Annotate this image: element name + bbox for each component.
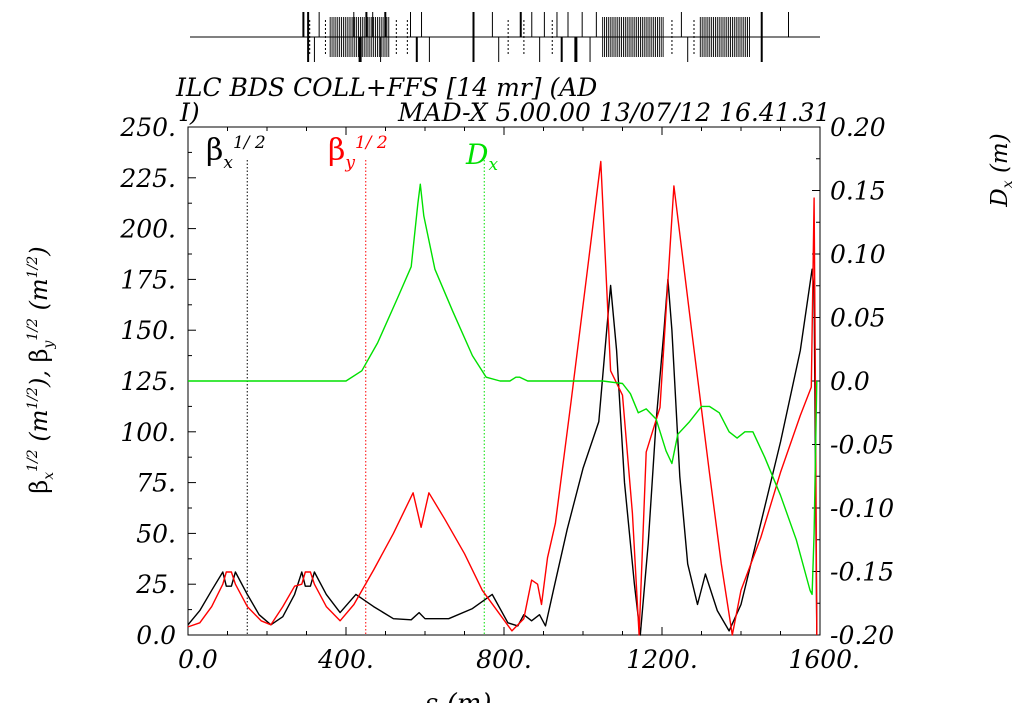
legend-betay-base: β [328, 133, 345, 168]
ylabel-left-u4: ) [25, 246, 53, 256]
ylabel-left-s1: x [41, 472, 57, 480]
y-right-tick-label: 0.10 [830, 240, 886, 269]
y-right-tick-label: -0.20 [830, 621, 894, 650]
legend-markers [246, 160, 485, 635]
ylabel-left-b2: β [25, 349, 53, 363]
ylabel-right-d: D [987, 188, 1013, 207]
y-left-tick-label: 125. [120, 367, 176, 396]
axis-ticks [187, 126, 821, 636]
ylabel-left-p3: 1/2 [25, 318, 41, 341]
y-right-tick-label: 0.0 [830, 367, 870, 396]
ylabel-left-u2: ), [25, 362, 53, 388]
legend-dx-base: D [465, 138, 488, 171]
x-tick-label: 1600. [788, 645, 860, 674]
ylabel-left-s2: y [41, 340, 57, 350]
y-right-tick-label: -0.10 [830, 494, 894, 523]
ylabel-right-s: x [1000, 180, 1015, 188]
y-left-tick-label: 75. [136, 469, 176, 498]
y-right-tick-label: -0.15 [830, 558, 894, 587]
legend-dx-sub: x [488, 155, 498, 175]
x-tick-label: 0.0 [178, 645, 218, 674]
legend-betax-sub: x [223, 153, 233, 173]
y-right-tick-label: 0.20 [830, 113, 886, 142]
ylabel-left-u3: (m [25, 278, 53, 318]
legend-label-betay: βy1/ 2 [328, 133, 388, 173]
y-right-tick-label: 0.15 [830, 177, 886, 206]
ylabel-left-p2: 1/2 [25, 387, 41, 410]
series-line-betay [187, 160, 818, 636]
legend-label-betax: βx1/ 2 [206, 133, 266, 173]
legend-betax-base: β [206, 133, 223, 168]
y-axis-label-left: βx1/2 (m1/2), βy1/2 (m1/2) [25, 246, 57, 493]
legend-betay-sub: y [344, 153, 355, 173]
legend-betax-sup: 1/ 2 [233, 133, 266, 153]
y-left-tick-label: 250. [119, 113, 176, 142]
ylabel-right-u: (m) [987, 133, 1013, 180]
y-left-tick-label: 175. [120, 265, 176, 294]
legend-betay-sup: 1/ 2 [355, 133, 388, 153]
y-left-tick-label: 150. [120, 316, 176, 345]
lattice-strip [190, 12, 820, 62]
axis-tick-labels: 0.0 400. 800. 1200. 1600. 0.0 25. 50. 75. 100. 125… [119, 113, 894, 674]
ylabel-left-b1: β [25, 480, 53, 494]
y-left-tick-label: 200. [119, 215, 176, 244]
y-right-tick-label: 0.05 [830, 304, 886, 333]
x-tick-label: 1200. [626, 645, 698, 674]
y-axis-label-right: Dx (m) [987, 133, 1015, 207]
ylabel-left-u1: (m [25, 410, 53, 450]
y-left-tick-label: 0.0 [136, 621, 176, 650]
legend: βx1/ 2 βy1/ 2 Dx [206, 133, 498, 175]
x-tick-label: 400. [317, 645, 374, 674]
x-tick-label: 800. [476, 645, 532, 674]
series-lines [187, 160, 818, 636]
x-axis-label: s (m) [425, 689, 492, 703]
y-left-tick-label: 100. [120, 418, 176, 447]
ylabel-left-p4: 1/2 [25, 256, 41, 279]
series-line-betax [187, 268, 818, 636]
y-left-tick-label: 225. [119, 164, 176, 193]
series-line-dx [188, 183, 818, 596]
legend-label-dx: Dx [465, 138, 498, 175]
y-right-tick-label: -0.05 [830, 431, 894, 460]
chart-title-line1: ILC BDS COLL+FFS [14 mr] (AD [175, 73, 597, 102]
chart-title-line2-left: I) [179, 98, 200, 127]
y-left-tick-label: 25. [135, 570, 176, 599]
ylabel-left-p1: 1/2 [25, 449, 41, 472]
chart-title-line2-right: MAD-X 5.00.00 13/07/12 16.41.31 [397, 98, 830, 127]
y-left-tick-label: 50. [136, 519, 176, 548]
